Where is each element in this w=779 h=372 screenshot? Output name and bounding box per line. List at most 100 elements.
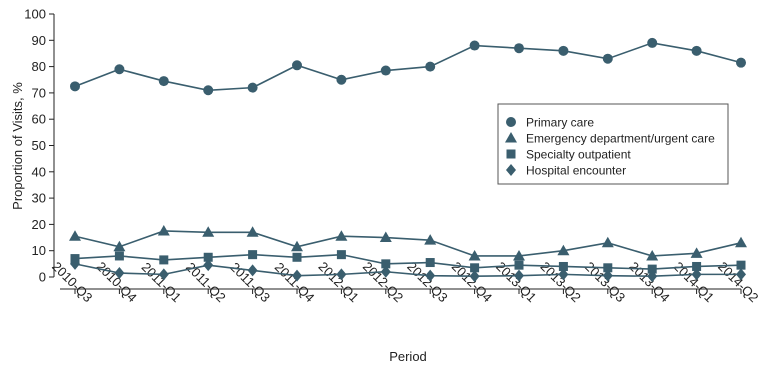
data-point (381, 259, 391, 269)
data-point (558, 268, 569, 281)
series-square (70, 250, 746, 274)
data-point (691, 268, 702, 281)
data-point (247, 82, 258, 93)
series-layer (69, 37, 747, 283)
y-tick-label: 90 (32, 33, 46, 48)
data-point (336, 268, 347, 281)
data-point (736, 57, 746, 68)
data-point (335, 230, 348, 241)
y-tick-label: 30 (32, 191, 46, 206)
y-tick-label: 20 (32, 217, 46, 232)
legend-marker (506, 149, 516, 159)
legend-label: Specialty outpatient (526, 148, 631, 162)
data-point (70, 257, 80, 270)
data-point (157, 224, 170, 236)
series-line (74, 42, 742, 92)
data-point (203, 252, 213, 262)
data-point (557, 244, 570, 256)
data-point (425, 61, 436, 72)
data-point (291, 240, 303, 252)
y-tick-label: 40 (32, 164, 46, 179)
data-point (70, 81, 80, 92)
legend-label: Emergency department/urgent care (526, 132, 715, 146)
y-tick-label: 80 (32, 59, 46, 74)
legend-marker (505, 132, 517, 143)
series-line (74, 230, 742, 257)
data-point (292, 60, 302, 71)
y-tick-label: 50 (32, 138, 46, 153)
data-point (692, 261, 702, 271)
legend-marker (506, 117, 516, 127)
data-point (736, 268, 746, 281)
x-tick-label: 2012-Q1 (316, 259, 362, 305)
data-point (202, 226, 215, 237)
data-point (514, 269, 524, 282)
y-tick-label: 100 (24, 7, 46, 22)
legend-label: Primary care (526, 116, 594, 130)
data-point (425, 258, 435, 268)
data-point (203, 85, 214, 96)
legend-marker (506, 164, 516, 176)
data-point (513, 249, 525, 261)
data-point (468, 249, 481, 261)
data-point (514, 260, 524, 270)
data-point (602, 269, 613, 282)
data-point (647, 37, 658, 48)
data-point (558, 45, 569, 56)
data-point (469, 270, 480, 283)
data-point (425, 269, 436, 282)
data-point (380, 65, 391, 76)
data-point (736, 260, 746, 270)
data-point (647, 270, 658, 283)
y-tick-label: 60 (32, 112, 46, 127)
series-line (74, 253, 742, 270)
data-point (158, 268, 169, 281)
data-point (113, 240, 126, 252)
x-tick-label: 2011-Q4 (272, 259, 318, 305)
series-diamond (70, 257, 746, 283)
legend-box (497, 103, 729, 185)
series-circle (70, 37, 746, 96)
data-point (292, 252, 302, 262)
legend: Primary care Emergency department/urgent … (497, 103, 729, 185)
data-point (114, 64, 125, 75)
data-point (469, 40, 480, 51)
data-point (246, 226, 259, 237)
data-point (69, 230, 81, 241)
data-point (735, 236, 747, 248)
x-tick-label: 2011-Q3 (227, 259, 273, 305)
data-point (336, 74, 347, 85)
y-axis-title: Proportion of Visits, % (10, 82, 25, 210)
x-tick-label: 2011-Q1 (139, 259, 185, 305)
data-point (647, 264, 657, 274)
data-point (690, 247, 703, 258)
data-point (159, 255, 169, 265)
data-point (646, 249, 659, 261)
data-point (691, 45, 702, 56)
data-point (158, 76, 169, 87)
series-line (74, 263, 741, 278)
y-tick-label: 70 (32, 85, 46, 100)
y-tick-label: 10 (32, 243, 46, 258)
y-tick-label: 0 (39, 270, 46, 285)
data-point (203, 259, 214, 272)
data-point (514, 43, 524, 54)
data-point (558, 261, 568, 271)
data-point (114, 267, 125, 280)
data-point (602, 53, 613, 64)
data-point (470, 263, 480, 273)
data-point (292, 269, 302, 282)
x-axis-title: Period (389, 349, 427, 364)
legend-label: Hospital encounter (526, 164, 626, 178)
x-tick-label: 2010-Q4 (94, 259, 140, 305)
series-triangle (69, 224, 747, 261)
data-point (248, 250, 258, 260)
data-point (247, 264, 258, 277)
data-point (380, 265, 391, 278)
data-point (424, 234, 437, 245)
data-point (603, 263, 613, 273)
data-point (336, 250, 346, 260)
data-point (379, 231, 392, 243)
data-point (114, 251, 124, 261)
